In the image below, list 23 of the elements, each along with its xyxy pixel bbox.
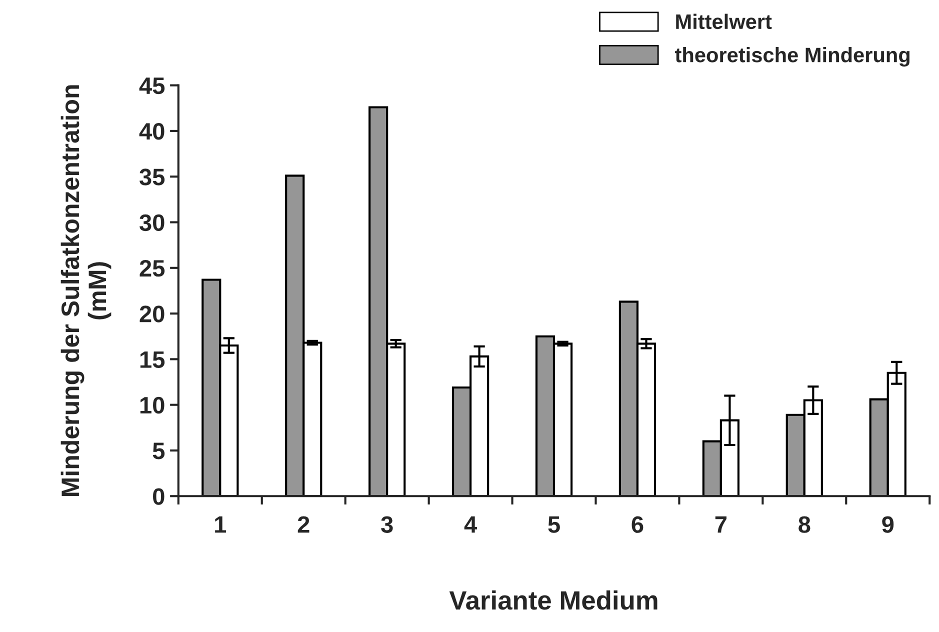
y-tick-label: 20 — [140, 306, 164, 322]
x-tick-label: 8 — [798, 516, 810, 533]
y-tick-label: 15 — [140, 352, 165, 368]
y-tick-label: 5 — [152, 442, 165, 460]
x-tick-label: 5 — [548, 516, 560, 533]
x-tick-label: 1 — [215, 516, 226, 533]
legend-label: theoretische Minderung — [674, 47, 910, 67]
y-tick-label: 30 — [140, 214, 164, 232]
y-tick-label: 10 — [140, 396, 164, 414]
y-tick-label: 0 — [153, 488, 164, 505]
x-tick-label: 4 — [464, 516, 477, 533]
y-tick-label: 35 — [140, 168, 165, 186]
x-tick-label: 9 — [882, 516, 894, 533]
x-tick-label: 2 — [298, 516, 310, 533]
legend-label: Mittelwert — [676, 14, 772, 30]
x-tick-label: 6 — [632, 516, 644, 533]
y-tick-label: 25 — [140, 260, 165, 277]
y-axis-title: Minderung der Sulfatkonzentration (mM) — [60, 85, 112, 496]
y-tick-label: 40 — [139, 123, 164, 140]
x-tick-label: 3 — [381, 516, 393, 533]
y-tick-label: 45 — [139, 78, 165, 94]
x-axis-title: Variante Medium — [449, 590, 658, 610]
x-tick-label: 7 — [715, 516, 726, 533]
